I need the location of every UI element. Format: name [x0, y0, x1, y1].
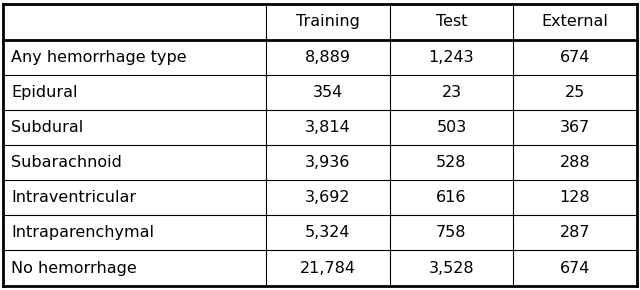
Text: 528: 528: [436, 155, 467, 170]
Text: 23: 23: [442, 85, 461, 100]
Text: 288: 288: [560, 155, 590, 170]
Text: 5,324: 5,324: [305, 225, 351, 240]
Text: Intraparenchymal: Intraparenchymal: [11, 225, 154, 240]
Text: Test: Test: [436, 14, 467, 29]
Text: 367: 367: [560, 120, 590, 135]
Text: Any hemorrhage type: Any hemorrhage type: [11, 50, 186, 65]
Text: 354: 354: [313, 85, 343, 100]
Text: 674: 674: [560, 50, 590, 65]
Text: No hemorrhage: No hemorrhage: [11, 261, 136, 275]
Text: 3,692: 3,692: [305, 190, 351, 205]
Text: 3,528: 3,528: [429, 261, 474, 275]
Text: 1,243: 1,243: [429, 50, 474, 65]
Text: 21,784: 21,784: [300, 261, 356, 275]
Text: 674: 674: [560, 261, 590, 275]
Text: 616: 616: [436, 190, 467, 205]
Text: 8,889: 8,889: [305, 50, 351, 65]
Text: Intraventricular: Intraventricular: [11, 190, 136, 205]
Text: 3,936: 3,936: [305, 155, 351, 170]
Text: 503: 503: [436, 120, 467, 135]
Text: 3,814: 3,814: [305, 120, 351, 135]
Text: 758: 758: [436, 225, 467, 240]
Text: 287: 287: [560, 225, 590, 240]
Text: External: External: [541, 14, 609, 29]
Text: 128: 128: [560, 190, 590, 205]
Text: Subarachnoid: Subarachnoid: [11, 155, 122, 170]
Text: 25: 25: [565, 85, 585, 100]
Text: Epidural: Epidural: [11, 85, 77, 100]
Text: Training: Training: [296, 14, 360, 29]
Text: Subdural: Subdural: [11, 120, 83, 135]
